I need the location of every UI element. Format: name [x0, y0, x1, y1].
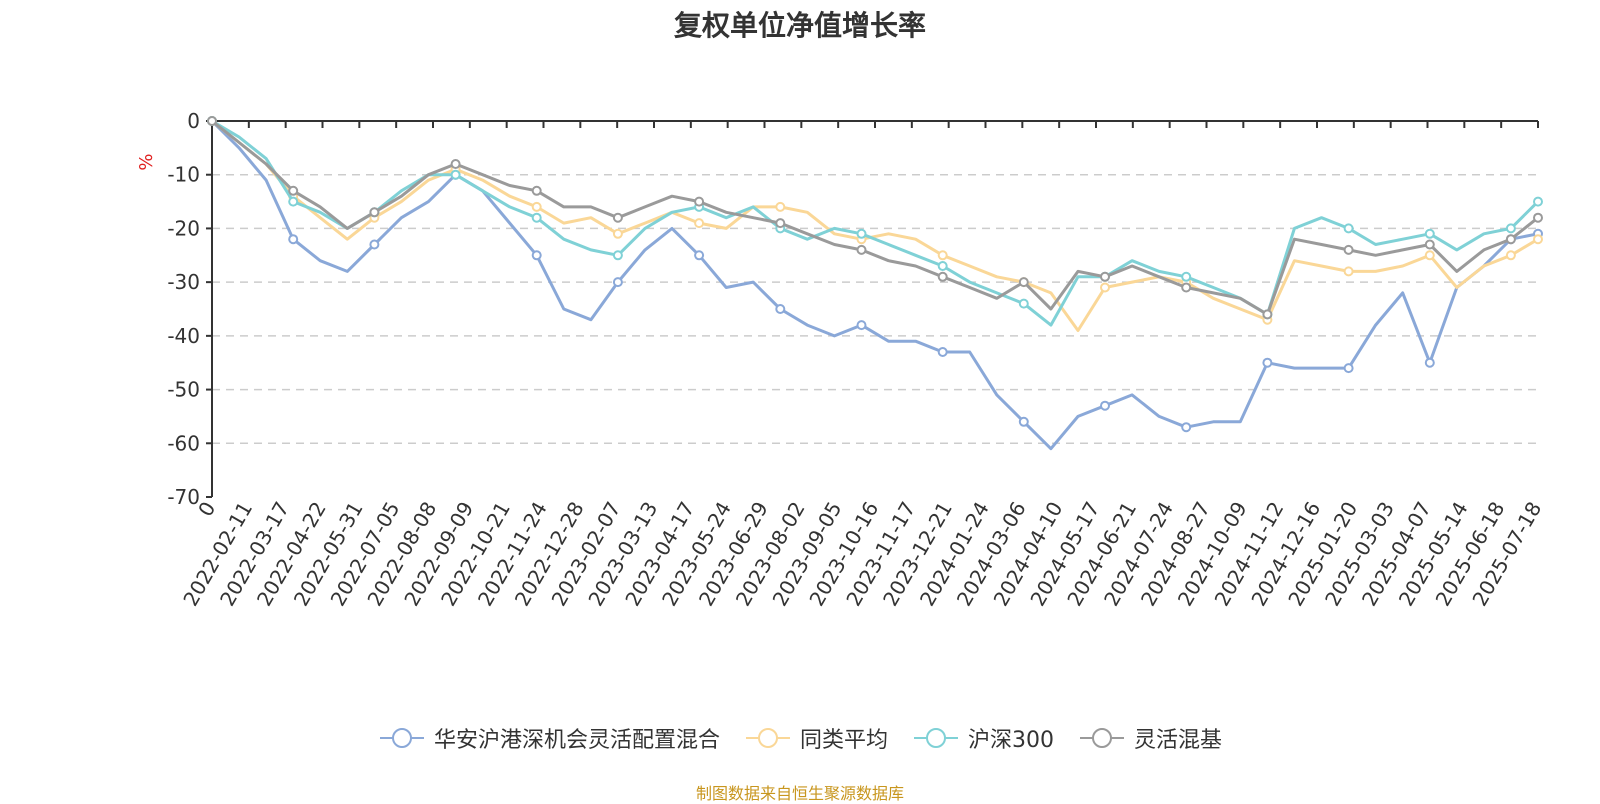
series-point — [775, 201, 786, 212]
series-point — [1343, 244, 1354, 255]
series-point — [531, 212, 542, 223]
series-line-2 — [211, 119, 1540, 327]
series-point — [694, 250, 705, 261]
series-point — [1018, 416, 1029, 427]
series-point — [612, 212, 623, 223]
series-point — [694, 218, 705, 229]
series-point — [856, 244, 867, 255]
series-point — [1100, 282, 1110, 293]
series-point — [1505, 223, 1516, 234]
series-point — [612, 250, 623, 261]
series-point — [1533, 234, 1543, 245]
series-point — [694, 196, 705, 207]
series-point — [531, 250, 542, 261]
series-point — [1533, 196, 1543, 207]
y-tick-label: -30 — [167, 270, 200, 294]
series-point — [1343, 363, 1354, 374]
y-tick-label: -40 — [167, 324, 200, 348]
y-tick-label: -20 — [167, 216, 200, 240]
legend-item[interactable]: 沪深300 — [912, 722, 1054, 754]
series-line-0 — [210, 119, 1539, 451]
legend-item[interactable]: 灵活混基 — [1078, 722, 1222, 754]
legend: 华安沪港深机会灵活配置混合 同类平均 沪深300 灵活混基 — [0, 722, 1600, 754]
series-point — [937, 347, 948, 357]
series-point — [612, 277, 623, 288]
series-point — [612, 228, 623, 239]
y-tick-label: -70 — [167, 485, 200, 509]
series-point — [856, 228, 867, 239]
legend-label: 华安沪港深机会灵活配置混合 — [433, 728, 720, 753]
legend-label: 灵活混基 — [1134, 728, 1223, 753]
legend-swatch — [914, 728, 958, 748]
series-point — [531, 201, 542, 212]
chart-title: 复权单位净值增长率 — [673, 9, 926, 42]
series-point — [1181, 422, 1192, 433]
legend-swatch — [379, 728, 424, 748]
series-point — [1100, 400, 1110, 411]
y-tick-label: -50 — [167, 378, 200, 402]
series-point — [1533, 212, 1543, 223]
series-point — [775, 304, 786, 314]
legend-item[interactable]: 同类平均 — [744, 722, 888, 754]
y-axis-label: % — [136, 153, 157, 170]
series-point — [1505, 234, 1516, 245]
source-note: 制图数据来自恒生聚源数据库 — [695, 784, 904, 803]
series-point — [1181, 271, 1192, 282]
series-point — [1424, 239, 1435, 250]
y-tick-label: -10 — [167, 163, 200, 187]
x-tick-label: 0 — [193, 498, 220, 521]
series-point — [1100, 271, 1110, 282]
series-point — [1343, 223, 1354, 234]
legend-item[interactable]: 华安沪港深机会灵活配置混合 — [378, 722, 720, 754]
series-line-3 — [211, 119, 1539, 316]
series-point — [1262, 357, 1273, 368]
series-point — [1018, 298, 1029, 309]
series-point — [937, 250, 948, 261]
legend-swatch — [745, 728, 790, 748]
series-point — [1505, 250, 1516, 261]
series-point — [856, 320, 867, 331]
series-point — [775, 218, 786, 229]
y-tick-label: -60 — [167, 431, 200, 455]
chart-plot: 0-10-20-30-40-50-60-70%02022-02-112022-0… — [136, 109, 1546, 610]
series-point — [288, 234, 299, 245]
series-point — [1018, 277, 1029, 288]
series-point — [937, 271, 948, 282]
series-point — [1424, 228, 1435, 239]
series-point — [1181, 282, 1192, 293]
series-point — [937, 261, 948, 271]
series-point — [207, 116, 217, 126]
series-point — [450, 169, 461, 180]
series-point — [369, 207, 380, 218]
legend-label: 沪深300 — [968, 728, 1054, 753]
series-point — [288, 185, 299, 196]
series-point — [1424, 357, 1435, 368]
series-point — [531, 185, 542, 196]
series-point — [1343, 266, 1354, 277]
series-point — [288, 196, 299, 207]
y-tick-label: 0 — [187, 109, 200, 133]
series-point — [1424, 250, 1435, 261]
series-point — [450, 159, 461, 169]
legend-label: 同类平均 — [799, 728, 888, 753]
legend-swatch — [1080, 728, 1124, 748]
series-point — [369, 239, 380, 250]
series-line-1 — [211, 119, 1539, 332]
series-point — [1262, 309, 1273, 320]
